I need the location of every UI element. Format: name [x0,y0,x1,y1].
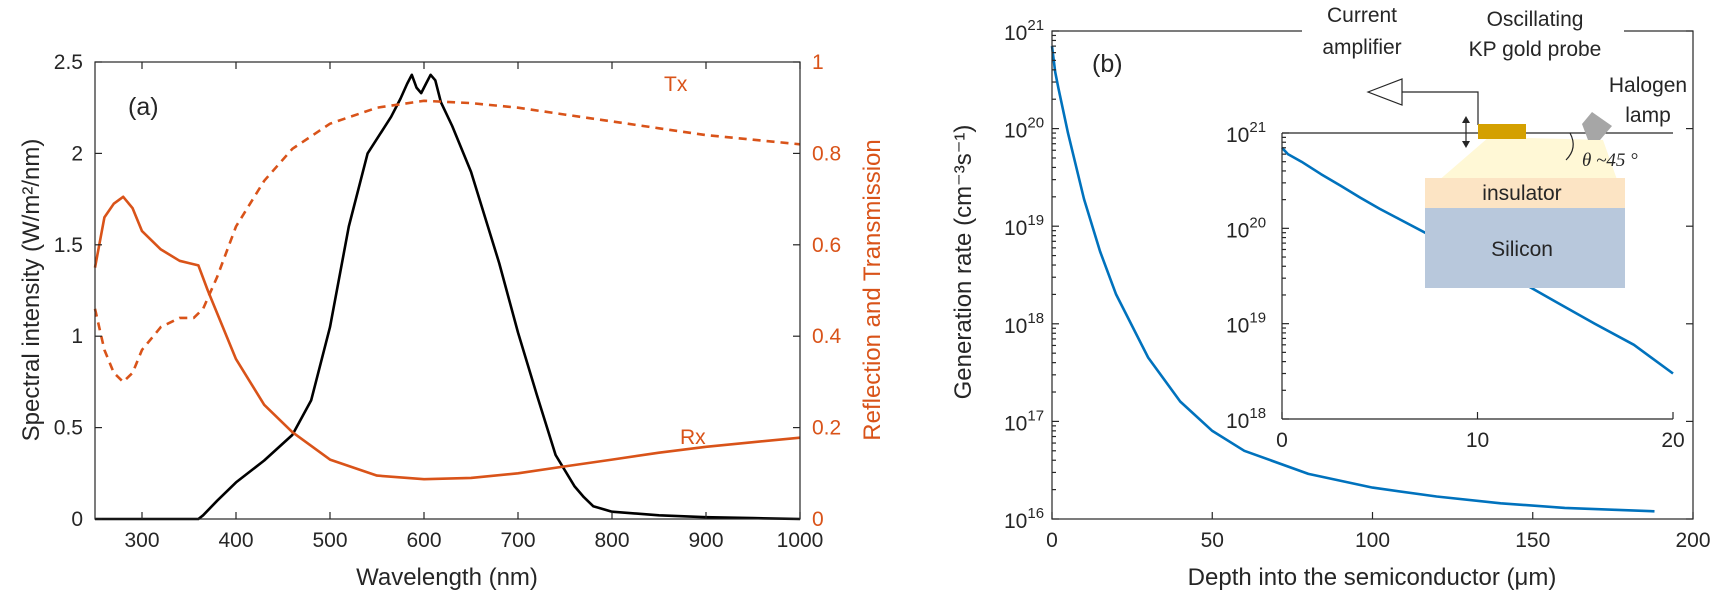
y-tick-label-left: 1 [71,325,83,348]
setup-diagram: insulator Silicon Current amplifier Osci… [1322,4,1687,288]
y-tick-label: 1020 [1004,115,1044,143]
angle-label: θ ~45 ° [1582,150,1638,171]
diagram-label-backdrop [1302,22,1624,42]
panel-label-a: (a) [128,93,159,121]
y-tick-label-right: 0.6 [812,234,841,257]
x-tick-label: 200 [1675,529,1710,552]
inset-series-line [1281,146,1674,375]
x-tick-label: 150 [1515,529,1550,552]
x-tick-label: 600 [406,529,441,552]
probe-label-line-1: Oscillating [1487,8,1584,31]
lamp-label-line-1: Halogen [1609,74,1687,97]
y-tick-label-right: 0.2 [812,417,841,440]
inset-y-tick-label: 1021 [1226,119,1266,147]
amplifier-label-line-2: amplifier [1322,36,1401,59]
y-tick-label: 1016 [1004,505,1044,533]
y-tick-label-right: 0.4 [812,325,842,348]
x-tick-label: 400 [218,529,253,552]
inset-y-ticks: 1018 1019 1020 1021 [1226,119,1289,433]
chart-a-y-ticks-left: 0 0.5 1 1.5 2 2.5 [54,51,102,531]
insulator-label: insulator [1482,182,1561,205]
chart-a-x-label: Wavelength (nm) [356,564,538,591]
probe-icon [1478,124,1526,139]
x-tick-label: 900 [688,529,723,552]
y-tick-label: 1018 [1004,310,1044,338]
y-tick-label: 1019 [1004,212,1044,240]
series-line-spectrum [95,73,801,521]
series-line-generation [1050,45,1655,513]
inset-x-ticks: 0 10 20 [1276,412,1685,452]
x-tick-label: 800 [594,529,629,552]
x-tick-label: 50 [1201,529,1224,552]
y-tick-label-right: 0.8 [812,142,841,165]
x-tick-label: 1000 [777,529,824,552]
y-tick-label: 1021 [1004,17,1044,45]
chart-b-series [1050,45,1655,513]
chart-b-x-label: Depth into the semiconductor (μm) [1188,564,1557,591]
lamp-icon [1582,112,1612,140]
silicon-layer [1425,208,1625,288]
x-tick-label: 100 [1355,529,1390,552]
x-tick-label: 500 [312,529,347,552]
series-line-tx [93,99,801,384]
chart-a-x-ticks: 300 400 500 600 700 800 900 1000 [124,62,823,552]
annotation-rx: Rx [680,426,706,449]
y-tick-label-right: 1 [812,51,824,74]
amplifier-wire [1402,91,1479,125]
oscillation-arrow-up-icon [1462,116,1470,123]
annotation-tx: Tx [664,73,688,96]
amplifier-icon [1366,78,1403,106]
inset-series [1281,146,1674,375]
chart-b-y-label: Generation rate (cm⁻³s⁻¹) [950,125,977,400]
amplifier-label-line-1: Current [1327,4,1397,27]
inset-y-tick-label: 1018 [1226,405,1266,433]
chart-b-x-ticks: 0 50 100 150 200 [1046,512,1711,552]
chart-a: 300 400 500 600 700 800 900 1000 0 0.5 1 1.5 2 2.5 0… [18,51,886,591]
lamp-label-line-2: lamp [1625,104,1671,127]
y-tick-label-left: 2.5 [54,51,83,74]
inset-x-tick-label: 10 [1466,429,1489,452]
x-tick-label: 0 [1046,529,1058,552]
inset-y-tick-label: 1020 [1226,214,1266,242]
insulator-layer [1425,178,1625,208]
x-tick-label: 700 [500,529,535,552]
silicon-label: Silicon [1491,238,1553,261]
probe-label-line-2: KP gold probe [1469,38,1602,61]
series-line-rx [93,195,801,481]
angle-arc [1565,132,1574,161]
y-tick-label: 1017 [1004,407,1044,435]
chart-a-y-label-left: Spectral intensity (W/m²/nm) [18,139,45,442]
chart-a-y-label-right: Reflection and Transmission [859,139,886,440]
x-tick-label: 300 [124,529,159,552]
chart-a-frame [94,61,801,520]
inset-y-tick-label: 1019 [1226,310,1266,338]
panel-label-b: (b) [1092,50,1123,78]
chart-a-series [93,73,801,521]
y-tick-label-left: 1.5 [54,234,83,257]
chart-a-y-ticks-right: 0 0.2 0.4 0.6 0.8 1 [793,51,842,531]
oscillation-arrow-down-icon [1462,141,1470,148]
y-tick-label-left: 0 [71,508,83,531]
y-tick-label-left: 0.5 [54,417,83,440]
y-tick-label-right: 0 [812,508,824,531]
inset-x-tick-label: 20 [1661,429,1684,452]
y-tick-label-left: 2 [71,142,83,165]
inset-x-tick-label: 0 [1276,429,1288,452]
